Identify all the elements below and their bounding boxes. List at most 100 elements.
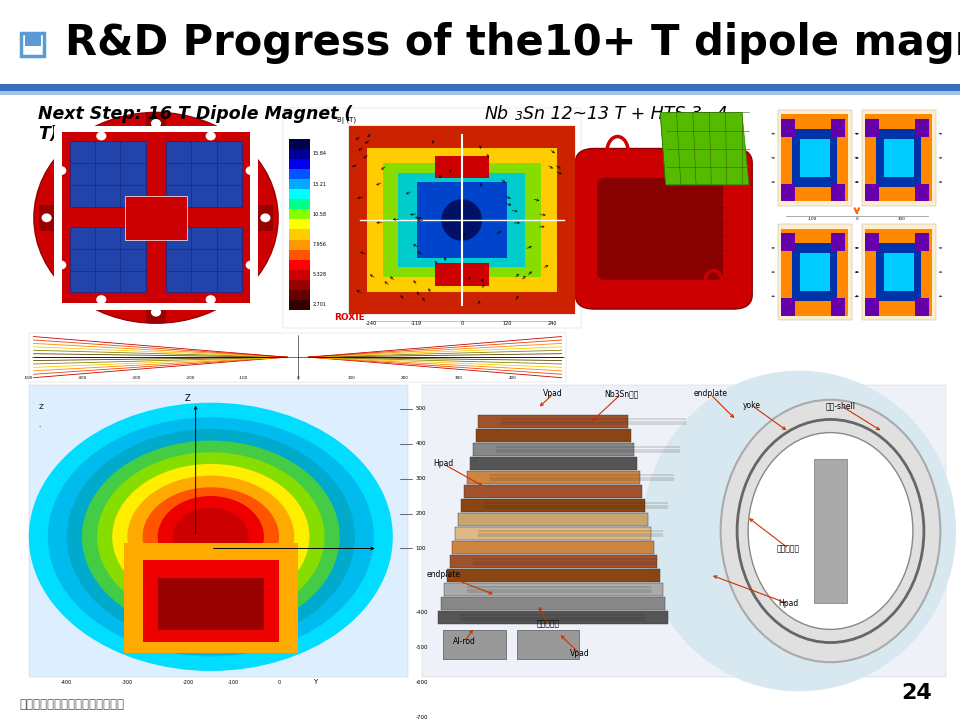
Bar [876,243,922,301]
FancyBboxPatch shape [446,570,660,582]
Ellipse shape [721,400,941,662]
Text: endplate: endplate [426,570,461,579]
FancyBboxPatch shape [438,611,668,624]
Text: 100: 100 [348,376,355,379]
Ellipse shape [151,308,161,317]
Text: 100: 100 [898,217,905,221]
Text: B| (T): B| (T) [337,117,356,124]
Bar [29,333,566,382]
Bar [289,280,310,290]
Bar [781,184,795,202]
Text: 400: 400 [416,441,426,446]
Text: ROXIE: ROXIE [334,313,365,323]
FancyBboxPatch shape [441,597,665,611]
Bar [778,109,852,206]
Text: 240: 240 [547,321,557,326]
Bar [398,173,525,267]
Bar [124,543,298,654]
Bar [0,91,960,95]
Bar [39,204,60,231]
FancyBboxPatch shape [461,499,645,513]
FancyBboxPatch shape [464,485,642,498]
Bar [289,250,310,260]
Bar [289,230,310,240]
Text: -300: -300 [122,680,132,685]
Ellipse shape [96,295,107,304]
Text: -200: -200 [185,376,195,379]
Bar [61,132,251,303]
Bar [289,270,310,280]
Text: 24: 24 [901,683,932,703]
Bar [884,253,914,292]
Bar [876,129,922,187]
Text: yoke: yoke [743,401,761,410]
Bar [831,233,845,251]
Bar [516,630,580,660]
Bar [383,163,540,276]
Bar [778,224,852,320]
Bar [54,125,257,310]
Bar [884,138,914,177]
Text: 铝筒-shell: 铝筒-shell [826,401,856,410]
Bar [157,577,264,630]
Bar [0,0,960,90]
Bar [793,243,837,301]
Text: 7.956: 7.956 [313,242,326,247]
Text: 3: 3 [515,110,522,123]
Ellipse shape [48,418,373,657]
Bar [289,179,310,189]
Bar [69,227,146,292]
Bar [781,233,795,251]
Ellipse shape [96,132,107,140]
Bar [915,120,928,137]
Bar [435,156,489,179]
FancyBboxPatch shape [478,415,628,428]
FancyBboxPatch shape [475,429,631,442]
Bar [348,125,575,315]
Ellipse shape [29,402,393,671]
Bar [781,298,795,315]
Bar [289,290,310,300]
Ellipse shape [173,508,249,566]
Bar [289,199,310,210]
Bar [289,240,310,250]
Text: -100: -100 [228,680,239,685]
Text: 300: 300 [455,376,463,379]
Bar [166,227,243,292]
FancyBboxPatch shape [449,555,657,568]
Text: -119: -119 [411,321,422,326]
Bar [915,298,928,315]
FancyBboxPatch shape [455,527,651,540]
FancyBboxPatch shape [575,148,753,309]
Bar [814,459,847,603]
Bar [865,229,932,315]
Bar [865,233,878,251]
Text: 0: 0 [855,217,858,221]
Text: Nb: Nb [485,105,509,123]
Text: Z: Z [184,394,190,402]
Text: Al-rod: Al-rod [453,637,476,647]
Bar [865,298,878,315]
Bar [289,260,310,270]
Text: -500: -500 [24,376,34,379]
Bar [69,141,146,207]
Bar [289,169,310,179]
Text: 300: 300 [416,476,426,481]
Bar [25,35,41,46]
Ellipse shape [205,132,216,140]
Text: 0: 0 [277,680,280,685]
Bar [781,120,795,137]
Text: -400: -400 [61,680,72,685]
Bar [865,114,932,202]
Bar [146,297,166,323]
Bar [21,33,44,56]
Text: 中国电工技术学会新媒体平台发布: 中国电工技术学会新媒体平台发布 [19,698,124,711]
Bar [831,120,845,137]
Text: -240: -240 [366,321,377,326]
Text: 13.21: 13.21 [313,181,326,186]
Bar [865,120,878,137]
Bar [126,196,186,240]
Text: -700: -700 [416,715,428,720]
Text: 中心支撑板: 中心支撑板 [537,620,560,629]
Bar [444,630,506,660]
